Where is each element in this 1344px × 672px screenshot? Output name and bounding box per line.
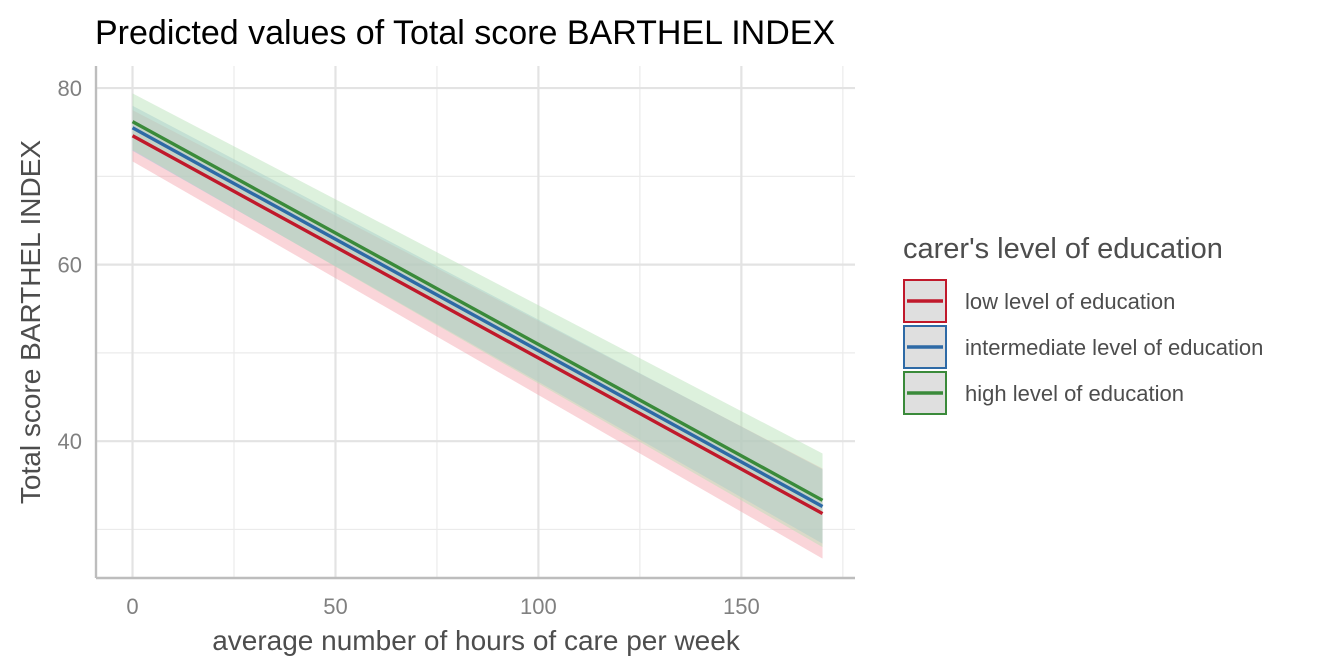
x-tick-label-0: 0 [126,594,138,619]
legend-label-2: intermediate level of education [965,335,1263,360]
legend: carer's level of education low level of … [903,233,1263,415]
x-tick-label-1: 50 [323,594,347,619]
series-lines [131,120,824,516]
legend-item-1: low level of education [903,279,1175,323]
y-tick-label-0: 40 [58,429,82,454]
chart-title: Predicted values of Total score BARTHEL … [95,14,835,52]
x-tick-label-2: 100 [520,594,557,619]
legend-item-3: high level of education [903,371,1184,415]
legend-title: carer's level of education [903,233,1223,265]
series-line-3 [131,120,824,502]
legend-items: low level of education intermediate level… [903,279,1263,415]
legend-label-1: low level of education [965,289,1175,314]
series-line-2 [131,126,824,508]
x-axis-title: average number of hours of care per week [212,625,741,656]
legend-label-3: high level of education [965,381,1184,406]
legend-item-2: intermediate level of education [903,325,1263,369]
x-tick-label-3: 150 [723,594,760,619]
tick-labels: 0 50 100 150 40 60 80 [58,76,760,619]
y-tick-label-2: 80 [58,76,82,101]
ci-ribbon-3 [132,93,823,548]
axes [94,66,855,580]
grid [96,66,855,578]
series-line-1 [131,134,824,516]
y-axis-title: Total score BARTHEL INDEX [15,140,46,504]
y-tick-label-1: 60 [58,253,82,278]
